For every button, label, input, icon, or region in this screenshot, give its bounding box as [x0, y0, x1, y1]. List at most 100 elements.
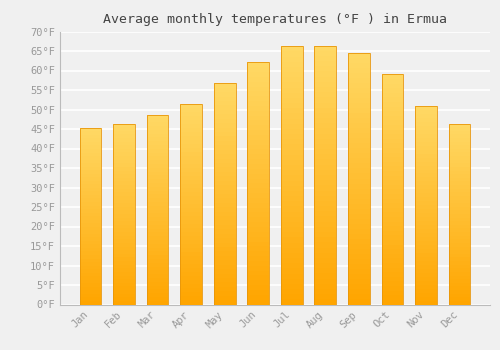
Bar — [180, 276, 202, 280]
Bar — [248, 246, 269, 251]
Bar — [248, 193, 269, 198]
Bar — [314, 258, 336, 263]
Bar — [80, 135, 102, 139]
Bar — [281, 160, 302, 165]
Bar — [448, 199, 470, 203]
Bar — [382, 130, 404, 134]
Bar — [113, 127, 135, 131]
Bar — [348, 103, 370, 108]
Bar — [80, 301, 102, 304]
Bar — [314, 56, 336, 61]
Bar — [448, 275, 470, 279]
Bar — [180, 180, 202, 184]
Bar — [80, 269, 102, 273]
Bar — [314, 279, 336, 284]
Bar — [214, 194, 236, 198]
Bar — [281, 119, 302, 124]
Bar — [415, 301, 437, 304]
Bar — [113, 261, 135, 265]
Bar — [113, 138, 135, 142]
Bar — [180, 301, 202, 304]
Bar — [248, 183, 269, 188]
Bar — [113, 189, 135, 192]
Bar — [448, 167, 470, 170]
Bar — [214, 189, 236, 194]
Bar — [348, 274, 370, 279]
Bar — [146, 225, 169, 229]
Bar — [382, 148, 404, 153]
Bar — [448, 185, 470, 189]
Bar — [281, 51, 302, 57]
Bar — [248, 86, 269, 91]
Bar — [248, 125, 269, 130]
Bar — [214, 287, 236, 291]
Bar — [281, 155, 302, 160]
Bar — [80, 276, 102, 280]
Bar — [214, 203, 236, 207]
Bar — [80, 220, 102, 223]
Bar — [146, 289, 169, 293]
Bar — [214, 238, 236, 243]
Bar — [146, 130, 169, 134]
Bar — [80, 146, 102, 149]
Bar — [281, 139, 302, 145]
Bar — [314, 164, 336, 170]
Bar — [146, 194, 169, 198]
Bar — [448, 160, 470, 163]
Bar — [314, 154, 336, 160]
Bar — [180, 216, 202, 220]
Bar — [348, 58, 370, 63]
Bar — [382, 194, 404, 199]
Bar — [248, 135, 269, 140]
Bar — [80, 188, 102, 191]
Bar — [348, 279, 370, 284]
Bar — [248, 149, 269, 154]
Bar — [113, 265, 135, 268]
Bar — [314, 134, 336, 139]
Bar — [314, 51, 336, 56]
Bar — [180, 164, 202, 168]
Bar — [281, 181, 302, 186]
Bar — [180, 232, 202, 236]
Bar — [113, 124, 135, 127]
Bar — [281, 232, 302, 237]
Bar — [382, 281, 404, 286]
Bar — [248, 256, 269, 261]
Bar — [348, 259, 370, 264]
Bar — [180, 208, 202, 212]
Bar — [80, 252, 102, 255]
Bar — [113, 196, 135, 200]
Bar — [214, 141, 236, 145]
Bar — [281, 113, 302, 119]
Bar — [281, 263, 302, 268]
Bar — [382, 75, 404, 79]
Bar — [180, 160, 202, 164]
Bar — [248, 91, 269, 96]
Bar — [281, 222, 302, 227]
Bar — [113, 124, 135, 304]
Bar — [180, 272, 202, 276]
Bar — [281, 46, 302, 304]
Bar — [80, 273, 102, 276]
Bar — [146, 114, 169, 118]
Bar — [248, 174, 269, 178]
Bar — [248, 106, 269, 111]
Bar — [248, 101, 269, 106]
Bar — [281, 243, 302, 248]
Bar — [80, 184, 102, 188]
Bar — [146, 156, 169, 160]
Bar — [382, 79, 404, 84]
Bar — [348, 294, 370, 300]
Bar — [348, 254, 370, 259]
Bar — [113, 232, 135, 236]
Bar — [348, 98, 370, 103]
Bar — [415, 293, 437, 296]
Bar — [146, 149, 169, 153]
Bar — [214, 114, 236, 119]
Bar — [448, 203, 470, 207]
Bar — [214, 154, 236, 159]
Bar — [248, 290, 269, 295]
Bar — [382, 171, 404, 176]
Bar — [80, 237, 102, 241]
Bar — [382, 300, 404, 304]
